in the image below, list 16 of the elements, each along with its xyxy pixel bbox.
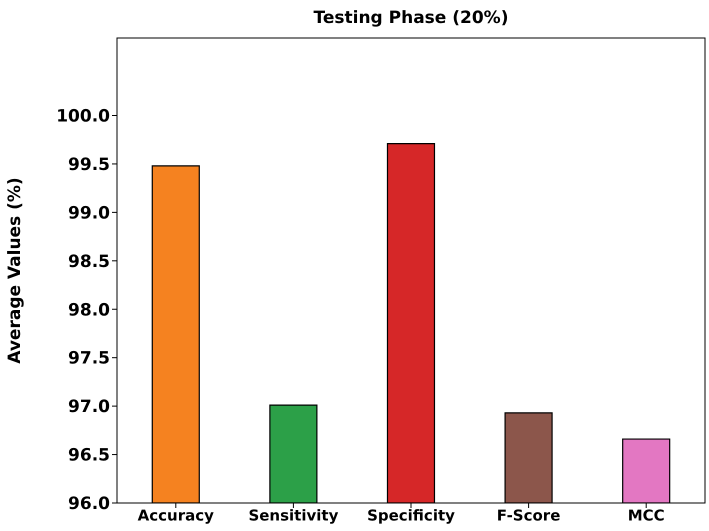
x-tick-label: F-Score [496,506,560,525]
chart-title: Testing Phase (20%) [312,8,510,28]
y-tick-label: 97.0 [68,397,110,418]
x-tick-label: Accuracy [138,506,214,525]
y-tick-label: 98.0 [68,300,110,320]
y-tick-label: 98.5 [68,252,110,272]
x-tick-label: Specificity [367,506,456,525]
y-tick-label: 99.5 [68,154,110,175]
y-axis-title: Average Values (%) [5,177,26,364]
y-tick-label: 96.0 [68,494,110,514]
y-tick-label: 99.0 [68,203,110,224]
x-tick-label: MCC [628,506,665,525]
y-tick-label: 97.5 [68,348,110,369]
y-tick-label: 96.5 [68,446,110,466]
x-tick-label: Sensitivity [248,506,339,525]
y-tick-label: 100.0 [56,106,110,127]
